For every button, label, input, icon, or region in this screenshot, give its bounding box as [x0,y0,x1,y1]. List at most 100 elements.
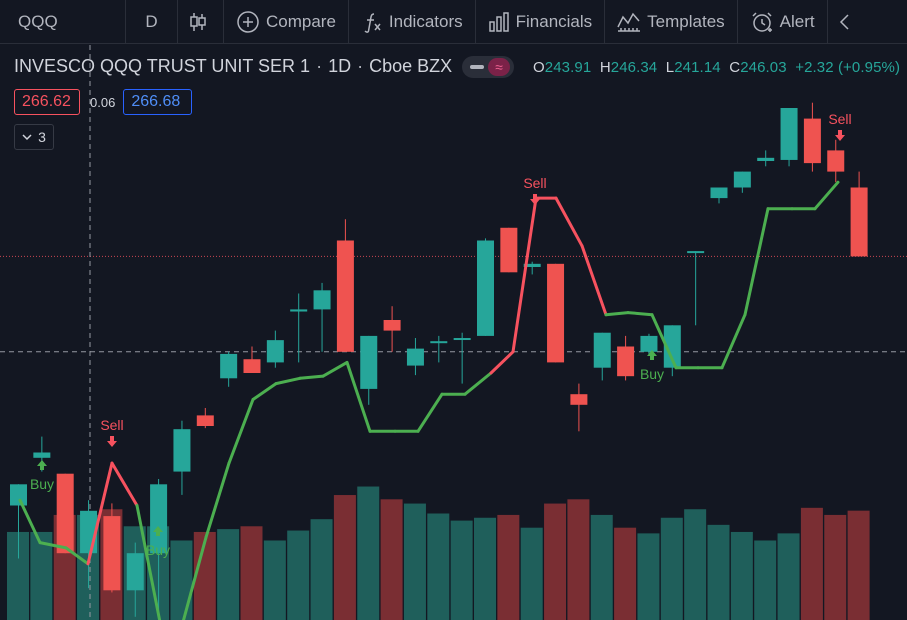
indicators-button[interactable]: Indicators [349,0,476,44]
symbol-search-button[interactable]: QQQ [0,0,126,44]
function-icon [364,12,381,33]
trail-segment-buy [463,371,493,396]
candle-body [406,348,424,366]
trail-segment-buy [743,207,770,317]
candle-body [827,150,845,172]
signal-markers: Buy Buy Buy Sell Sell Sell [30,111,852,558]
chart-type-button[interactable] [178,0,224,44]
market-status-toggle[interactable]: ≈ [462,56,514,78]
volume-bar [357,486,380,620]
buy-price: 266.68 [131,93,181,110]
candle-body [313,290,331,310]
trail-segment-buy [321,360,349,378]
financials-label: Financials [515,11,593,31]
volume-bar [474,517,496,620]
financials-button[interactable]: Financials [476,0,606,44]
legend-interval: 1D [328,56,352,76]
compare-button[interactable]: Compare [224,0,349,44]
candle-body [733,171,751,188]
close-key: C [729,59,741,76]
trail-segment-buy [416,392,444,433]
trail-segment-buy [135,504,162,620]
candle-body [780,108,798,160]
sell-price-button[interactable]: 266.62 [14,89,80,115]
candle-body [173,429,191,472]
trail-segment-buy [227,398,255,465]
trail-segment-sell [554,196,584,248]
templates-label: Templates [647,11,725,31]
candle-body [360,335,378,389]
volume-bar [217,529,240,620]
candle-body [500,227,518,273]
separator-dot: · [316,56,323,76]
candle-body [126,553,144,591]
buy-arrow-icon [647,350,657,360]
trail-segment-buy [345,360,372,433]
volume-bar [614,527,637,620]
volume-bar [30,531,53,620]
candle-body [803,118,821,164]
indicators-label: Indicators [388,11,463,31]
trail-segment-buy [18,498,42,545]
alert-label: Alert [779,11,815,31]
sell-arrow-icon [835,130,845,141]
candle-body [266,340,284,363]
candle-body [477,240,494,336]
candle-body [523,263,541,267]
volume-bar [707,524,730,620]
sell-signal-label: Sell [523,175,546,191]
ohlc-readout: O243.91 H246.34 L241.14 C246.03 +2.32 (+… [533,59,900,76]
candle-body [430,341,448,344]
volume-bar [333,495,356,620]
minus-icon [470,65,484,69]
candles-icon [189,12,206,31]
spread-value: 0.06 [90,94,116,110]
candle-body [103,516,121,591]
trail-segment-buy [38,541,68,550]
sell-arrow-icon [530,194,540,205]
indicators-collapse-button[interactable]: 3 [14,124,54,150]
candle-body [243,359,261,373]
interval-button[interactable]: D [126,0,178,44]
candle-body [336,240,354,352]
candle-body [593,332,611,368]
volume-bar [403,503,426,620]
rewind-icon [839,13,849,30]
sell-signal-label: Sell [828,111,851,127]
buy-price-button[interactable]: 266.68 [123,89,193,115]
trail-segment-buy [604,311,630,317]
alert-button[interactable]: Alert [738,0,828,44]
volume-bar [777,533,800,620]
open-key: O [533,59,545,76]
candle-body [547,263,565,363]
legend-title[interactable]: INVESCO QQQ TRUST UNIT SER 1 · 1D · Cboe… [14,56,452,77]
templates-button[interactable]: Templates [605,0,738,44]
candle-body [617,346,635,377]
price-chart[interactable]: Buy Buy Buy Sell Sell Sell [0,45,907,620]
chart-pane[interactable]: Buy Buy Buy Sell Sell Sell [0,45,907,620]
buy-arrow-icon [37,460,47,470]
candle-body [383,320,401,331]
trailing-stop-line [18,180,840,620]
volume-bar [800,507,823,620]
alarm-clock-icon [752,11,772,32]
volume-bar [497,514,520,620]
close-value: 246.03 [740,59,787,76]
change-value: +2.32 (+0.95%) [795,59,901,76]
candle-body [453,338,471,341]
trail-segment-sell [489,350,515,375]
volume-bar [7,531,29,620]
trail-segment-buy [650,313,678,370]
high-key: H [599,59,611,76]
volume-bar [637,533,660,620]
replay-button[interactable] [828,0,858,44]
volume-bar [847,510,870,620]
volume-bar [544,503,567,620]
candle-body [640,335,658,352]
volume-bar [193,531,216,620]
compare-label: Compare [266,11,336,31]
legend-exchange: Cboe BZX [369,56,453,76]
volume-bar [684,509,707,620]
high-value: 246.34 [610,59,658,76]
open-value: 243.91 [544,59,592,76]
